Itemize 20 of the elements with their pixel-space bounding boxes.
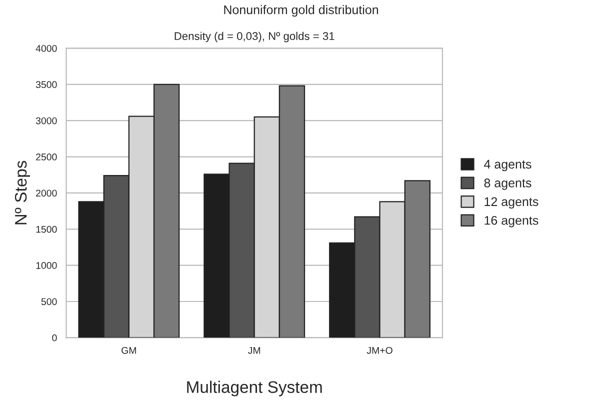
x-tick-label: JM+O [366, 346, 392, 354]
legend-label: 12 agents [484, 197, 538, 209]
y-tick-label: 0 [52, 334, 57, 342]
y-tick-label: 500 [41, 298, 57, 306]
y-tick-label: 2000 [36, 190, 57, 197]
x-axis-title: Multiagent System [187, 380, 322, 396]
y-tick-label: 3500 [36, 81, 57, 88]
chart-subtitle: Density (d = 0,03), Nº golds = 31 [174, 32, 334, 42]
x-tick-label: GM [122, 346, 136, 354]
y-tick-label: 1500 [36, 226, 57, 233]
legend-label: 8 agents [484, 178, 532, 190]
y-tick-label: 1000 [36, 262, 57, 269]
y-tick-label: 4000 [36, 44, 57, 52]
y-tick-label: 2500 [36, 154, 57, 160]
legend-label: 16 agents [484, 216, 538, 228]
chart-title: Nonuniform gold distribution [224, 5, 378, 17]
x-tick-label: JM [248, 347, 260, 354]
y-axis-title: Nº Steps [14, 160, 30, 224]
legend-label: 4 agents [484, 160, 532, 172]
y-tick-label: 3000 [36, 117, 57, 124]
